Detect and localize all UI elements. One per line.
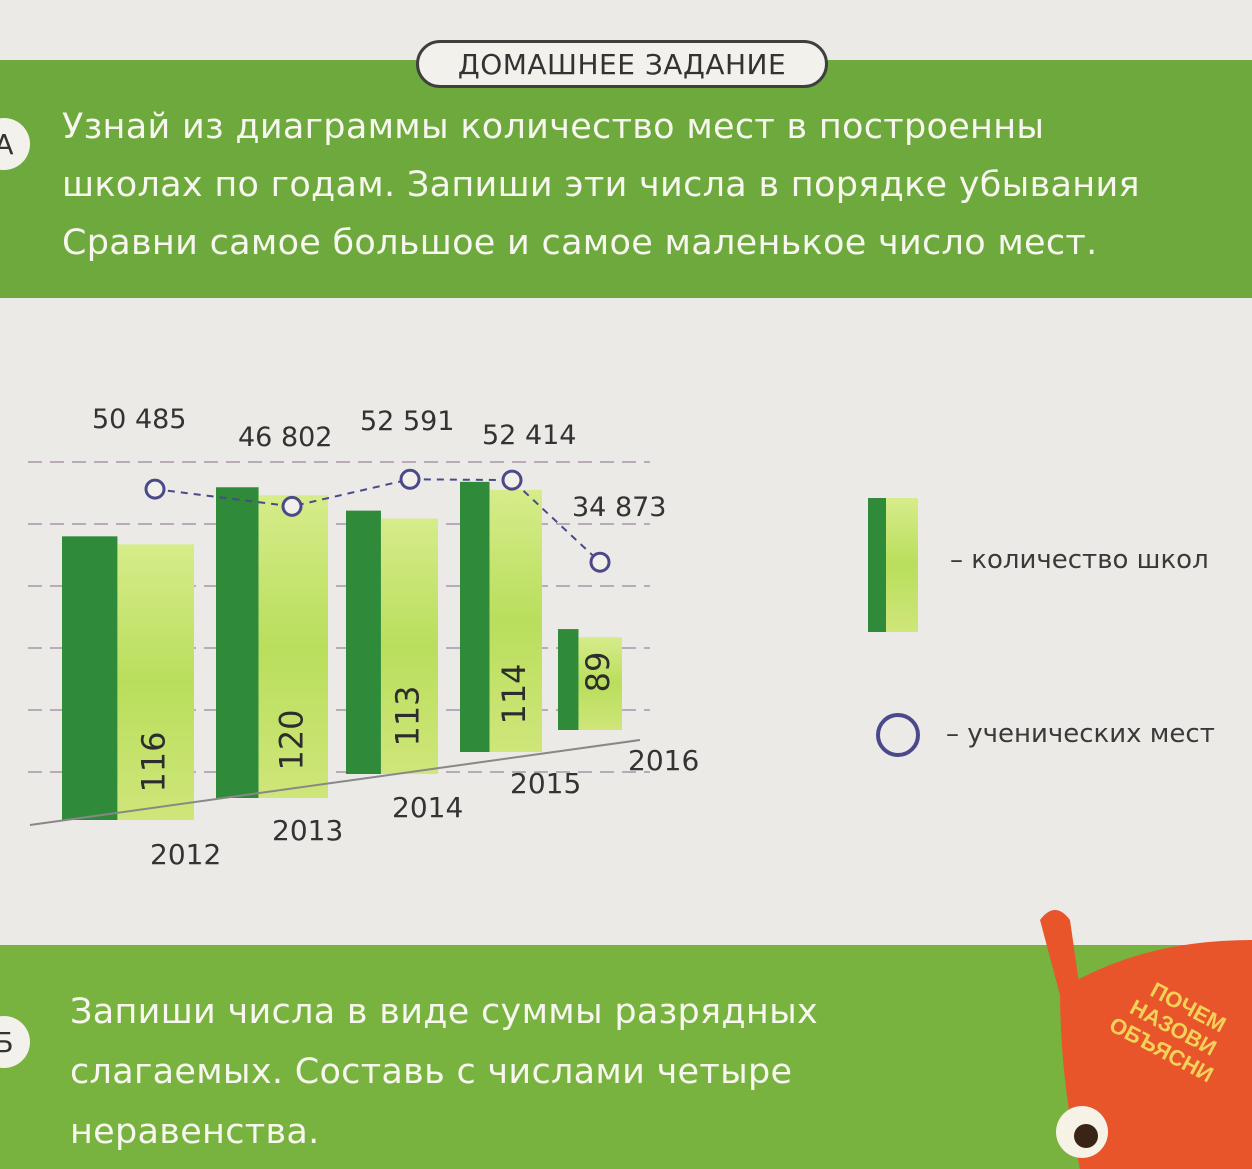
task-b-line: неравенства. xyxy=(70,1112,320,1152)
bar-dark-2014 xyxy=(346,510,381,774)
bar-light-2014 xyxy=(380,518,438,774)
x-tick-label: 2016 xyxy=(628,744,699,777)
task-a-text: Узнай из диаграммы количество мест в пос… xyxy=(62,98,1252,272)
mascot-illustration: ПОЧЕМ НАЗОВИ ОБЪЯСНИ xyxy=(1040,910,1252,1169)
legend-marker-seats xyxy=(876,713,920,757)
seats-value-label: 50 485 xyxy=(92,404,186,435)
task-a-line: Сравни самое большое и самое маленькое ч… xyxy=(62,223,1098,263)
bar-value-label: 120 xyxy=(272,709,310,770)
seats-value-label: 52 414 xyxy=(482,420,576,451)
bar-value-label: 116 xyxy=(135,731,173,792)
task-a-line: Узнай из диаграммы количество мест в пос… xyxy=(62,107,1045,147)
mascot-body xyxy=(1060,940,1252,1169)
seats-marker xyxy=(589,551,611,573)
mascot-pupil xyxy=(1074,1124,1098,1148)
x-tick-label: 2015 xyxy=(510,767,581,800)
task-b-line: слагаемых. Составь с числами четыре xyxy=(70,1052,793,1092)
x-tick-label: 2013 xyxy=(272,814,343,847)
legend-label-schools: – количество школ xyxy=(950,545,1209,575)
seats-marker xyxy=(399,468,421,490)
task-b-line: Запиши числа в виде суммы разрядных xyxy=(70,992,819,1032)
bar-value-label: 89 xyxy=(579,652,617,693)
bar-dark-2013 xyxy=(216,487,259,798)
seats-value-label: 34 873 xyxy=(572,492,666,523)
bar-light-2016 xyxy=(578,637,622,730)
seats-value-label: 46 802 xyxy=(238,422,332,453)
task-b-text: Запиши числа в виде суммы разрядных слаг… xyxy=(70,982,818,1162)
bar-dark-2015 xyxy=(460,481,490,752)
seats-value-label: 52 591 xyxy=(360,406,454,437)
bar-dark-2012 xyxy=(62,536,118,820)
bar-value-label: 113 xyxy=(388,685,426,746)
bar-light-2012 xyxy=(117,544,194,820)
seats-marker xyxy=(281,495,303,517)
seats-marker xyxy=(501,469,523,491)
mascot-arm xyxy=(1040,910,1080,995)
legend-swatch-schools-light xyxy=(886,498,918,632)
task-b-band xyxy=(0,945,1252,1169)
bar-light-2015 xyxy=(489,489,542,752)
chart-floor xyxy=(29,739,641,826)
seats-marker xyxy=(144,478,166,500)
seats-line xyxy=(154,478,601,563)
task-a-line: школах по годам. Запиши эти числа в поря… xyxy=(62,165,1140,205)
task-a-band xyxy=(0,60,1252,298)
bar-light-2013 xyxy=(258,495,328,798)
legend-label-seats: – ученических мест xyxy=(946,719,1215,749)
bar-value-label: 114 xyxy=(495,663,533,724)
x-tick-label: 2014 xyxy=(392,791,463,824)
legend-swatch-schools-dark xyxy=(868,498,886,632)
homework-tag: ДОМАШНЕЕ ЗАДАНИЕ xyxy=(416,40,828,88)
schools-chart: 116 120 113 114 89 2012 2013 2014 2015 2016 50 485… xyxy=(28,404,1215,871)
bar-dark-2016 xyxy=(558,629,579,730)
x-tick-label: 2012 xyxy=(150,838,221,871)
